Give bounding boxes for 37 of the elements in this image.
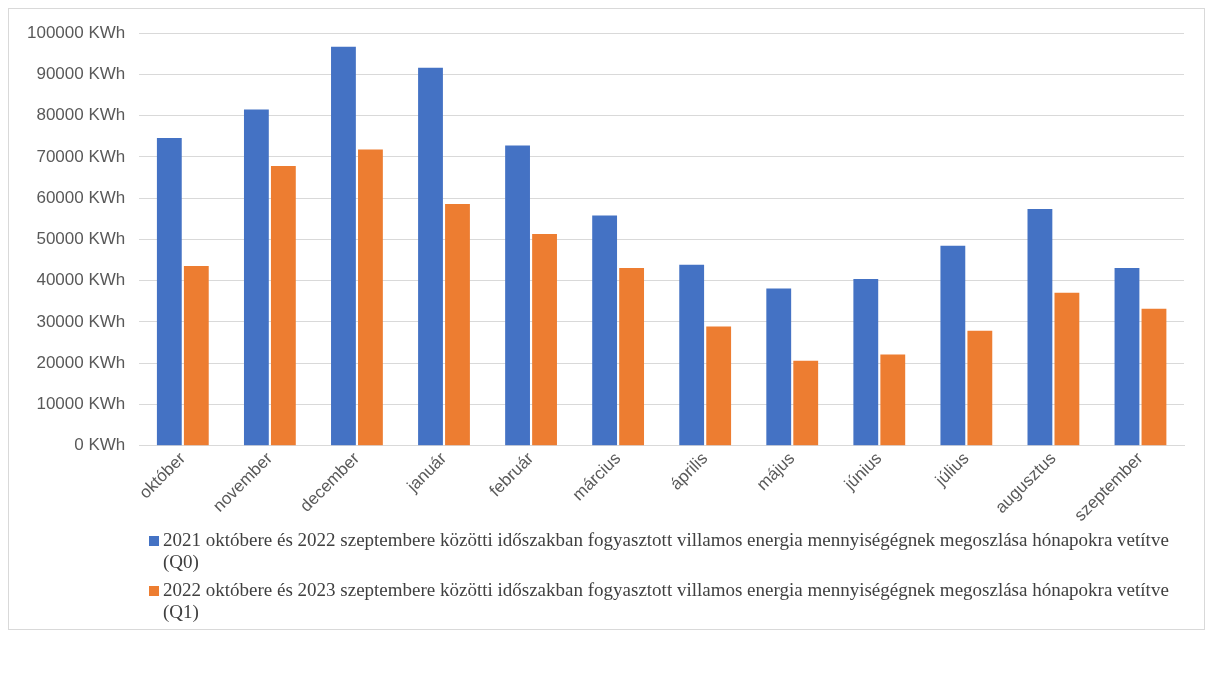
bar [505, 145, 530, 446]
bar [532, 234, 557, 446]
bar [270, 166, 296, 446]
bar [1141, 308, 1167, 446]
bar [766, 288, 792, 446]
y-tick-label: 10000 KWh [36, 394, 126, 414]
y-tick-label: 80000 KWh [36, 105, 126, 125]
y-tick-label: 20000 KWh [36, 352, 126, 372]
bar [1027, 208, 1053, 446]
y-tick-label: 30000 KWh [36, 311, 126, 331]
y-tick-label: 0 KWh [74, 435, 126, 455]
y-tick-label: 50000 KWh [36, 229, 126, 249]
bar [967, 330, 993, 446]
bar [445, 204, 470, 446]
y-tick-label: 100000 KWh [26, 22, 126, 42]
bar [793, 360, 819, 446]
y-tick-label: 60000 KWh [36, 187, 126, 207]
legend-label: 2021 októbere és 2022 szeptembere közötti időszakban fogyasztott villamos energia mennyiségégnek megoszlása hónapokra vetítve (Q0) [163, 529, 1170, 573]
y-tick-label: 90000 KWh [36, 64, 126, 84]
y-tick-label: 70000 KWh [36, 146, 126, 166]
bar [679, 264, 705, 446]
bar [156, 137, 182, 446]
bar [1054, 292, 1080, 446]
bar [1114, 267, 1140, 446]
bar [706, 326, 732, 446]
bar [358, 149, 383, 446]
bar [592, 215, 618, 446]
bar [418, 67, 443, 446]
legend-label: 2022 októbere és 2023 szeptembere közötti időszakban fogyasztott villamos energia mennyiségégnek megoszlása hónapokra vetítve (Q1) [163, 579, 1170, 623]
bar [183, 265, 209, 446]
bar [243, 109, 269, 446]
y-tick-label: 40000 KWh [36, 270, 126, 290]
bar [853, 279, 879, 446]
bar [940, 245, 966, 446]
bar [880, 354, 906, 446]
bar [331, 46, 356, 446]
bar [619, 267, 645, 446]
